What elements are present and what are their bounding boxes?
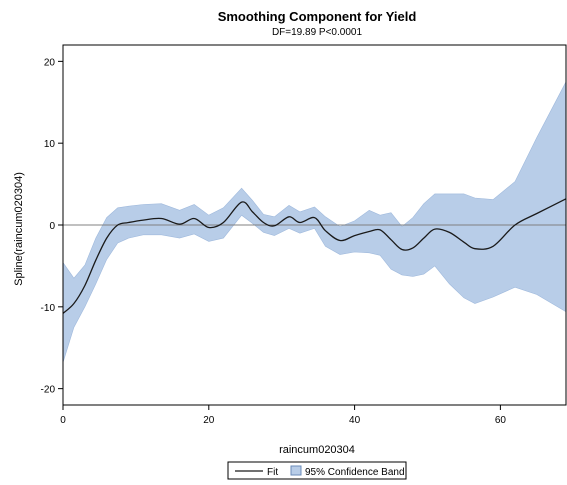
plot-area bbox=[62, 81, 567, 363]
legend-band-swatch bbox=[290, 465, 302, 476]
x-tick-label: 0 bbox=[60, 415, 66, 426]
legend: Fit 95% Confidence Band bbox=[227, 461, 407, 480]
x-tick-label: 60 bbox=[495, 415, 507, 426]
legend-fit-label: Fit bbox=[267, 467, 278, 478]
legend-box bbox=[227, 461, 407, 480]
y-axis: -20 -10 0 10 20 bbox=[41, 57, 63, 396]
y-tick-label: 0 bbox=[49, 221, 55, 232]
x-axis-label: raincum020304 bbox=[279, 444, 355, 456]
y-tick-label: -10 bbox=[41, 303, 56, 314]
fit-line bbox=[62, 198, 567, 314]
chart-subtitle: DF=19.89 P<0.0001 bbox=[272, 27, 363, 38]
x-tick-label: 20 bbox=[203, 415, 215, 426]
y-tick-label: -20 bbox=[41, 385, 56, 396]
x-axis: 0 20 40 60 bbox=[60, 405, 506, 426]
y-axis-label: Spline(raincum020304) bbox=[13, 172, 25, 286]
legend-band-label: 95% Confidence Band bbox=[305, 467, 405, 478]
x-tick-label: 40 bbox=[349, 415, 361, 426]
chart-title: Smoothing Component for Yield bbox=[218, 9, 417, 24]
y-tick-label: 20 bbox=[44, 57, 56, 68]
y-tick-label: 10 bbox=[44, 139, 56, 150]
confidence-band bbox=[62, 81, 567, 363]
